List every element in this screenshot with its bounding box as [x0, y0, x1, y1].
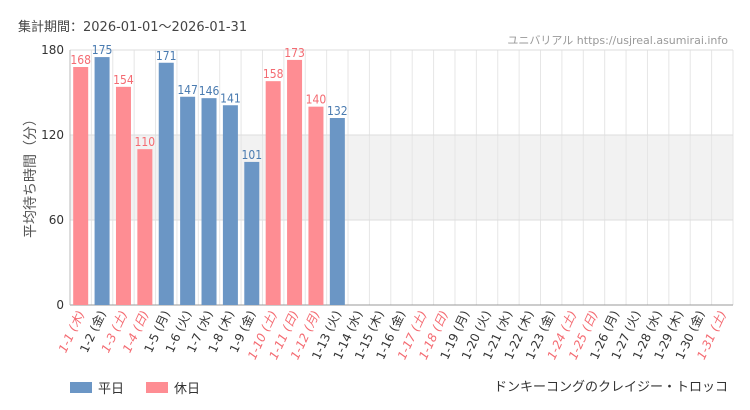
bar-value-label: 154: [113, 73, 134, 87]
y-tick-label: 60: [49, 213, 64, 227]
bar: [94, 57, 110, 306]
bar-value-label: 168: [70, 53, 91, 67]
bar-value-label: 140: [306, 93, 327, 107]
bar: [201, 98, 217, 306]
bar-value-label: 171: [156, 49, 177, 63]
bar: [137, 149, 153, 305]
legend-swatch-holiday: [146, 382, 169, 393]
legend-label-holiday: 休日: [174, 382, 201, 397]
bar-value-label: 110: [135, 135, 156, 149]
bar: [244, 161, 260, 305]
y-tick-label: 0: [56, 298, 64, 312]
bar-value-label: 146: [199, 84, 220, 98]
bar: [329, 118, 345, 305]
y-tick-label: 120: [41, 128, 64, 142]
bar-value-label: 158: [263, 67, 284, 81]
attraction-name: ドンキーコングのクレイジー・トロッコ: [493, 380, 728, 395]
bar: [180, 96, 196, 305]
bar-value-label: 175: [92, 43, 113, 57]
y-tick-label: 180: [41, 43, 64, 57]
site-credit: ユニバリアル https://usjreal.asumirai.info: [507, 34, 728, 47]
bar: [265, 81, 281, 306]
bar-value-label: 101: [241, 148, 262, 162]
bar-value-label: 147: [177, 83, 198, 97]
bar: [222, 105, 238, 305]
bar-value-label: 132: [327, 104, 348, 118]
legend-swatch-weekday: [70, 382, 92, 393]
bar-value-label: 173: [284, 46, 305, 60]
legend-item-weekday: 平日: [70, 378, 124, 397]
bar: [115, 86, 131, 305]
collection-period: 集計期間：2026-01-01〜2026-01-31: [18, 20, 248, 35]
legend-item-holiday: 休日: [146, 378, 200, 397]
bar: [308, 106, 324, 306]
legend-label-weekday: 平日: [98, 382, 125, 397]
chart-legend: 平日 休日: [70, 378, 200, 397]
bar: [287, 59, 303, 305]
bar-value-label: 141: [220, 91, 241, 105]
bar: [158, 62, 174, 305]
bar: [73, 67, 89, 305]
